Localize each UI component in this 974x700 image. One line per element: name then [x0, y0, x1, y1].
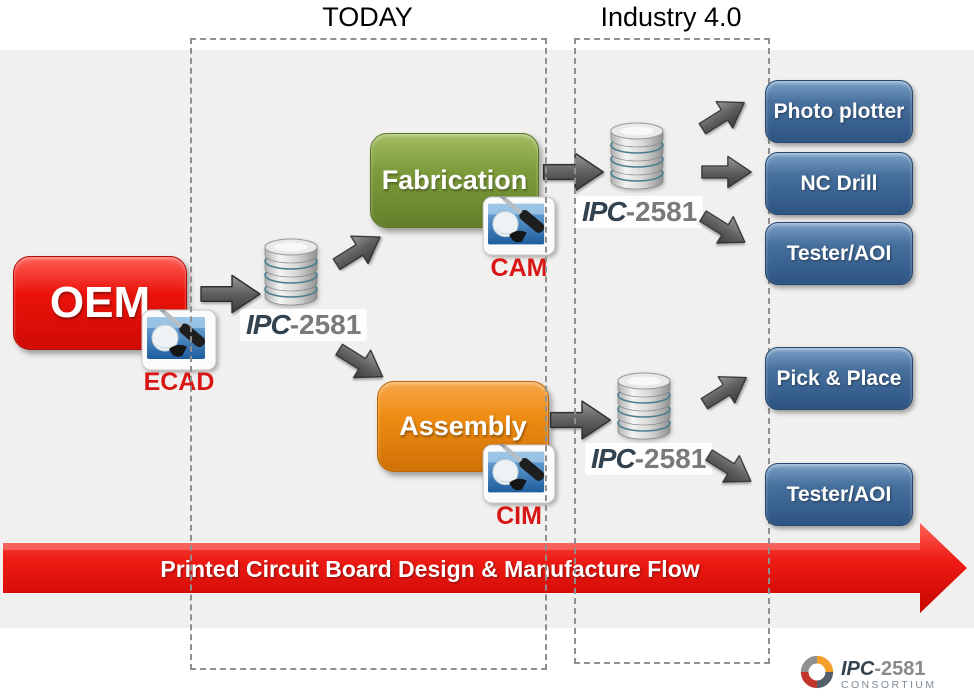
cim-label: CIM: [496, 502, 542, 530]
output-tester-aoi-fab: Tester/AOI: [765, 222, 913, 285]
ipc-prefix: IPC: [582, 196, 627, 227]
flow-banner-label: Printed Circuit Board Design & Manufactu…: [160, 556, 700, 582]
arrow-ipc-to-pick-place: [694, 360, 761, 424]
database-icon-assembly: [615, 372, 673, 447]
industry40-phase-region: [574, 38, 770, 664]
ipc-suffix: -2581: [634, 443, 707, 474]
oem-label: OEM: [49, 278, 151, 327]
phase-label-industry40: Industry 4.0: [600, 2, 742, 32]
ipc-2581-label-2: IPC-2581: [576, 196, 704, 228]
database-icon-ecad: [262, 238, 320, 313]
consortium-ring-icon: [797, 652, 837, 697]
ipc-prefix: IPC: [591, 443, 636, 474]
ipc-2581-label-3: IPC-2581: [585, 443, 713, 475]
ipc-2581-label-1: IPC-2581: [240, 309, 368, 341]
ipc-prefix: IPC: [246, 309, 291, 340]
logo-subtitle: CONSORTIUM: [841, 678, 937, 691]
logo-ipc-prefix: IPC: [841, 657, 875, 680]
cam-tool-icon: [482, 193, 556, 261]
arrow-ipc-to-tester-aoi-asm: [696, 438, 763, 502]
photo-plotter-label: Photo plotter: [773, 99, 905, 123]
phase-label-today: TODAY: [322, 2, 413, 32]
arrow-ipc-to-photo-plotter: [692, 85, 759, 149]
consortium-logo-text: IPC-2581 CONSORTIUM: [841, 659, 937, 691]
fabrication-node: Fabrication: [370, 133, 539, 228]
arrow-ipc-to-nc-drill: [701, 153, 753, 196]
arrow-oem-to-ipc-icon: [200, 272, 262, 321]
fabrication-label: Fabrication: [381, 165, 528, 195]
cam-label: CAM: [490, 254, 548, 282]
arrow-ipc-to-assembly: [326, 333, 395, 398]
assembly-label: Assembly: [399, 411, 527, 441]
ipc-2581-consortium-logo: IPC-2581 CONSORTIUM: [797, 652, 937, 697]
flow-banner-arrow: [0, 520, 974, 616]
arrow-ipc-to-fabrication: [326, 220, 395, 285]
database-icon-fabrication: [608, 122, 666, 197]
ipc-suffix: -2581: [625, 196, 698, 227]
output-nc-drill: NC Drill: [765, 152, 913, 215]
logo-ipc-suffix: -2581: [874, 657, 926, 680]
output-photo-plotter: Photo plotter: [765, 80, 913, 143]
tester-aoi-asm-label: Tester/AOI: [786, 482, 892, 506]
pick-place-label: Pick & Place: [776, 366, 902, 390]
output-tester-aoi-asm: Tester/AOI: [765, 463, 913, 526]
assembly-node: Assembly: [377, 381, 549, 472]
nc-drill-label: NC Drill: [800, 171, 878, 195]
arrow-ipc-to-tester-aoi-fab: [690, 199, 757, 263]
cim-tool-icon: [481, 441, 557, 509]
ipc-suffix: -2581: [289, 309, 362, 340]
ecad-label: ECAD: [143, 368, 215, 396]
today-phase-region: [190, 38, 547, 670]
tester-aoi-fab-label: Tester/AOI: [786, 241, 892, 265]
arrow-assembly-to-ipc: [549, 398, 613, 447]
output-pick-place: Pick & Place: [765, 347, 913, 410]
